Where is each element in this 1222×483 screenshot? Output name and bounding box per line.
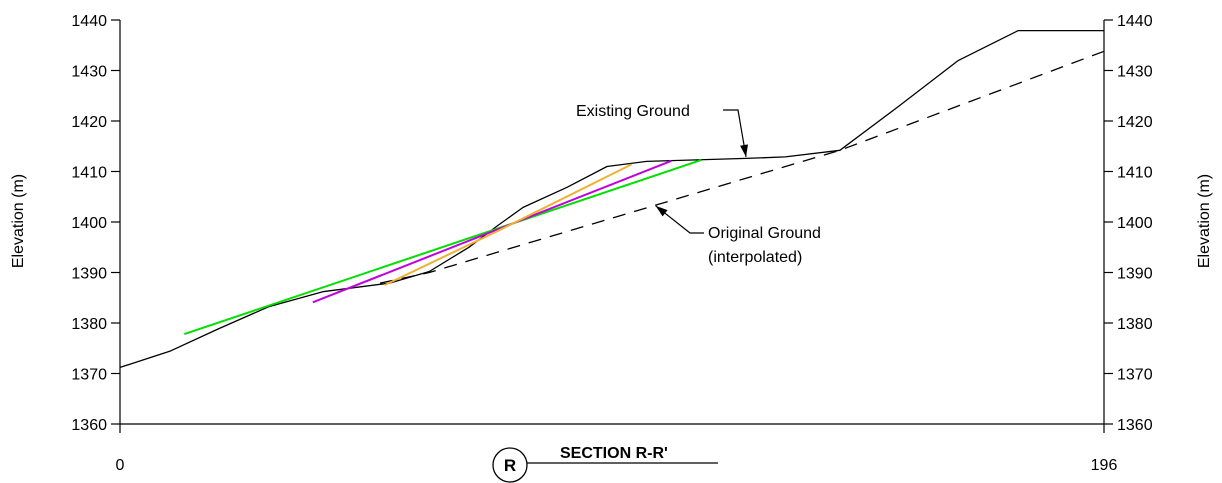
y-tick-label-left: 1380 bbox=[71, 316, 107, 333]
section-title: SECTION R-R' bbox=[560, 445, 668, 462]
series-layer bbox=[119, 29, 1105, 369]
annotation-original-ground-line2: (interpolated) bbox=[708, 249, 802, 266]
y-tick-label-left: 1420 bbox=[71, 114, 107, 131]
y-tick-label-right: 1440 bbox=[1117, 13, 1153, 30]
y-tick-label-right: 1360 bbox=[1117, 417, 1153, 434]
right-y-axis: 1360 1370 1380 1390 1400 1410 1420 1430 1440 bbox=[1104, 13, 1153, 434]
series-line-existing-ground bbox=[119, 29, 1104, 369]
annotation-original-ground-leader bbox=[655, 205, 704, 234]
annotation-existing-ground-arrow bbox=[740, 144, 748, 157]
plot-frame bbox=[119, 20, 1105, 425]
x-tick-label: 0 bbox=[116, 457, 125, 474]
x-axis: 0 196 bbox=[116, 424, 1118, 474]
annotation-original-ground-arrow bbox=[655, 205, 668, 217]
y-tick-label-left: 1360 bbox=[71, 417, 107, 434]
y-tick-label-left: 1430 bbox=[71, 64, 107, 81]
y-tick-label-left: 1370 bbox=[71, 367, 107, 384]
series-line-profile-3 bbox=[312, 159, 672, 304]
section-title-block: R SECTION R-R' bbox=[492, 445, 718, 483]
y-tick-label-right: 1420 bbox=[1117, 114, 1153, 131]
y-tick-label-left: 1390 bbox=[71, 266, 107, 283]
annotation-layer: Existing Ground Original Ground (interpola… bbox=[576, 103, 821, 266]
annotation-existing-ground: Existing Ground bbox=[576, 103, 690, 120]
y-tick-label-right: 1410 bbox=[1117, 165, 1153, 182]
y-tick-label-right: 1390 bbox=[1117, 266, 1153, 283]
annotation-original-ground: Original Ground bbox=[708, 225, 821, 242]
y-tick-label-right: 1430 bbox=[1117, 64, 1153, 81]
section-marker-circle bbox=[492, 447, 528, 483]
section-marker-letter: R bbox=[504, 456, 516, 475]
series-line-profile-4 bbox=[384, 163, 633, 287]
y-tick-label-left: 1440 bbox=[71, 13, 107, 30]
y-tick-label-left: 1400 bbox=[71, 215, 107, 232]
series-line-profile-2 bbox=[183, 158, 702, 336]
y-axis-title-right: Elevation (m) bbox=[1196, 174, 1213, 268]
x-tick-label: 196 bbox=[1091, 457, 1118, 474]
annotation-existing-ground-leader bbox=[723, 109, 747, 157]
y-axis-title-left: Elevation (m) bbox=[10, 174, 27, 268]
series-line-original-ground bbox=[379, 50, 1105, 284]
y-tick-label-right: 1370 bbox=[1117, 367, 1153, 384]
y-tick-label-right: 1380 bbox=[1117, 316, 1153, 333]
left-y-axis: 1360 1370 1380 1390 1400 1410 1420 1430 1440 bbox=[71, 13, 120, 434]
y-tick-label-right: 1400 bbox=[1117, 215, 1153, 232]
y-tick-label-left: 1410 bbox=[71, 165, 107, 182]
